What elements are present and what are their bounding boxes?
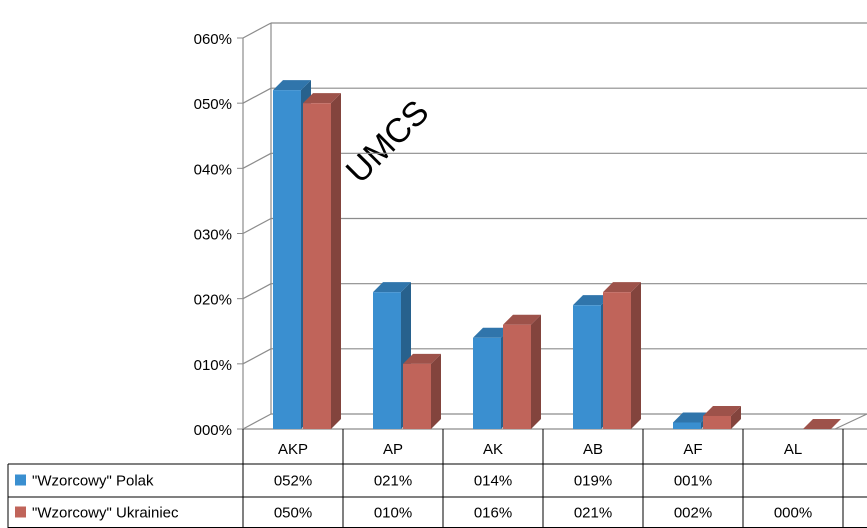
bar-top (403, 353, 441, 364)
data-label: 002% (674, 505, 712, 522)
data-label: 019% (574, 473, 612, 490)
y-tick-label: 020% (194, 292, 232, 309)
category-label: AK (483, 441, 503, 458)
data-table: AKP AP AK AB AF AL "Wzorcowy" Polak 052% 021% 014… (7, 429, 867, 528)
bar (503, 314, 541, 429)
bar-front (373, 292, 401, 429)
series-name: "Wzorcowy" Polak (32, 473, 154, 490)
bar-top (673, 412, 711, 423)
bars (273, 80, 841, 430)
bar-top (503, 314, 541, 325)
category-label: AB (583, 441, 603, 458)
bar-front (573, 305, 601, 429)
bar (703, 405, 741, 429)
bar-top (703, 405, 741, 416)
category-label: AL (784, 441, 802, 458)
gridline-diagonal (242, 22, 272, 39)
bar-top (603, 282, 641, 293)
bar-top (473, 327, 511, 338)
data-label: 014% (474, 473, 512, 490)
bar-front (503, 324, 531, 429)
bar-front (603, 292, 631, 429)
y-tick-label: 060% (194, 31, 232, 48)
bar-front (273, 90, 301, 429)
gridline-diagonal (242, 348, 272, 365)
gridline-diagonal (242, 152, 272, 169)
bar-top (803, 419, 841, 429)
bar (403, 353, 441, 429)
bar-front (403, 363, 431, 429)
gridline-diagonal (242, 217, 272, 235)
data-label: 000% (774, 505, 812, 522)
category-label: AKP (278, 441, 308, 458)
bar (373, 282, 411, 429)
y-axis-ticks: 000% 010% 020% 030% 040% 050% 060% (194, 31, 232, 439)
gridline-diagonal (242, 283, 272, 300)
bar-front (303, 103, 331, 430)
y-tick-label: 010% (194, 357, 232, 374)
gridline-diagonal (242, 87, 272, 104)
series-name: "Wzorcowy" Ukrainiec (32, 505, 179, 522)
bar-top (273, 80, 311, 91)
gridlines (237, 22, 867, 430)
bar (803, 419, 841, 429)
data-label: 050% (274, 505, 312, 522)
bar (303, 93, 341, 430)
category-label: AP (383, 441, 403, 458)
bar-front (473, 337, 501, 429)
y-tick-label: 000% (194, 422, 232, 439)
y-tick-label: 040% (194, 161, 232, 178)
bar-top (303, 93, 341, 104)
data-label: 052% (274, 473, 312, 490)
floor-right-edge (834, 413, 867, 430)
bar (603, 282, 641, 429)
bar-side (631, 282, 641, 429)
data-label: 001% (674, 473, 712, 490)
bar-side (731, 405, 741, 429)
legend-swatch (15, 474, 26, 486)
y-tick-label: 050% (194, 96, 232, 113)
data-label: 021% (574, 505, 612, 522)
gridline-diagonal (242, 413, 272, 430)
bar-side (331, 93, 341, 430)
bar-top (373, 282, 411, 293)
legend-swatch (15, 506, 26, 518)
bar-side (431, 353, 441, 429)
bar-front (703, 415, 731, 429)
category-label: AF (683, 441, 702, 458)
bar-top (573, 295, 611, 306)
data-label: 021% (374, 473, 412, 490)
data-label: 010% (374, 505, 412, 522)
bar-side (531, 314, 541, 429)
y-tick-label: 030% (194, 227, 232, 244)
bar-front (673, 422, 701, 429)
watermark: UMCS (339, 93, 437, 191)
data-label: 016% (474, 505, 512, 522)
